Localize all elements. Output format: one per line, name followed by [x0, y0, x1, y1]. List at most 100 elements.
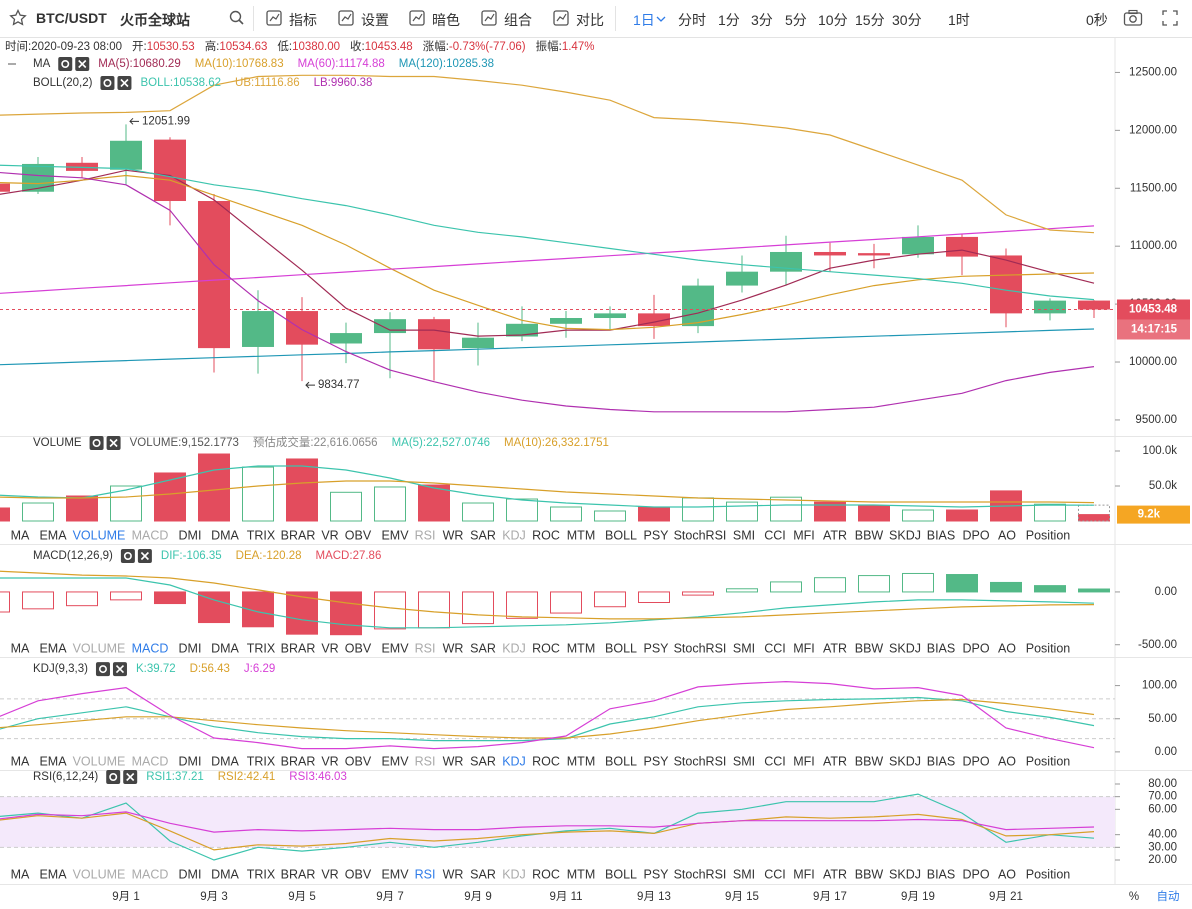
indicator-tab[interactable]: DPO: [962, 754, 989, 768]
indicator-tab[interactable]: SMI: [733, 641, 755, 655]
interval-button[interactable]: 3分: [751, 12, 773, 28]
indicator-tab[interactable]: DPO: [962, 528, 989, 542]
indicator-tab[interactable]: SKDJ: [889, 528, 921, 542]
indicator-tab[interactable]: ATR: [823, 867, 847, 881]
indicator-tab[interactable]: SAR: [470, 867, 496, 881]
indicator-tab[interactable]: Position: [1026, 867, 1071, 881]
indicator-tab[interactable]: PSY: [643, 641, 669, 655]
indicator-tab[interactable]: StochRSI: [674, 867, 727, 881]
indicator-tab[interactable]: VOLUME: [73, 867, 126, 881]
indicator-tab[interactable]: ROC: [532, 528, 560, 542]
interval-button[interactable]: 15分: [855, 12, 885, 28]
indicator-tab[interactable]: AO: [998, 528, 1016, 542]
indicator-tab[interactable]: MFI: [793, 754, 815, 768]
indicator-tab[interactable]: WR: [443, 867, 464, 881]
indicator-tab[interactable]: WR: [443, 641, 464, 655]
indicator-tab[interactable]: DPO: [962, 641, 989, 655]
indicator-tab[interactable]: CCI: [764, 867, 786, 881]
indicator-tab[interactable]: OBV: [345, 641, 372, 655]
indicator-tab[interactable]: AO: [998, 754, 1016, 768]
indicator-tab[interactable]: MFI: [793, 867, 815, 881]
indicator-tab[interactable]: MA: [11, 867, 30, 881]
indicator-tab[interactable]: DMA: [211, 867, 239, 881]
indicator-tab[interactable]: SAR: [470, 528, 496, 542]
indicator-tab[interactable]: VR: [321, 528, 338, 542]
indicator-tab[interactable]: SAR: [470, 641, 496, 655]
indicator-tab[interactable]: Position: [1026, 528, 1071, 542]
interval-button[interactable]: 5分: [785, 12, 807, 28]
indicator-tab[interactable]: MTM: [567, 754, 595, 768]
indicator-tab[interactable]: WR: [443, 754, 464, 768]
indicator-tab[interactable]: CCI: [764, 528, 786, 542]
indicator-tab[interactable]: OBV: [345, 867, 372, 881]
indicator-tab[interactable]: DMI: [179, 754, 202, 768]
indicator-tab[interactable]: KDJ: [502, 754, 526, 768]
auto-toggle[interactable]: 自动: [1157, 890, 1180, 903]
indicator-tab[interactable]: KDJ: [502, 528, 526, 542]
indicator-tab[interactable]: RSI: [415, 754, 436, 768]
indicator-tab[interactable]: OBV: [345, 754, 372, 768]
indicator-tab[interactable]: BIAS: [927, 528, 956, 542]
indicator-tab[interactable]: AO: [998, 641, 1016, 655]
indicator-tab[interactable]: SKDJ: [889, 754, 921, 768]
indicator-tab[interactable]: BRAR: [281, 528, 316, 542]
indicator-tab[interactable]: MA: [11, 528, 30, 542]
indicator-tab[interactable]: SKDJ: [889, 641, 921, 655]
indicator-tab[interactable]: ROC: [532, 754, 560, 768]
indicator-tab[interactable]: RSI: [415, 528, 436, 542]
toolbar-button[interactable]: 设置: [361, 12, 389, 28]
indicator-tab[interactable]: PSY: [643, 754, 669, 768]
indicator-tab[interactable]: VOLUME: [73, 528, 126, 542]
indicator-tab[interactable]: BBW: [855, 641, 884, 655]
legend-controls[interactable]: [106, 770, 138, 784]
indicator-tab[interactable]: TRIX: [247, 867, 276, 881]
indicator-tab[interactable]: RSI: [415, 641, 436, 655]
indicator-tab[interactable]: BIAS: [927, 867, 956, 881]
indicator-tab[interactable]: MTM: [567, 528, 595, 542]
indicator-tab[interactable]: SKDJ: [889, 867, 921, 881]
indicator-tab[interactable]: BIAS: [927, 754, 956, 768]
indicator-tab[interactable]: MACD: [132, 754, 169, 768]
indicator-tab[interactable]: ATR: [823, 754, 847, 768]
toolbar-button[interactable]: 指标: [289, 12, 317, 28]
legend-controls[interactable]: [95, 662, 127, 677]
indicator-tab[interactable]: ATR: [823, 641, 847, 655]
indicator-tab[interactable]: EMV: [381, 528, 409, 542]
interval-button[interactable]: 1日: [633, 12, 655, 28]
indicator-tab[interactable]: BOLL: [605, 867, 637, 881]
toolbar-button[interactable]: 暗色: [432, 12, 460, 28]
indicator-tab[interactable]: MTM: [567, 641, 595, 655]
indicator-tab[interactable]: BIAS: [927, 641, 956, 655]
indicator-tab[interactable]: DPO: [962, 867, 989, 881]
indicator-tab[interactable]: MACD: [132, 641, 169, 655]
indicator-tab[interactable]: CCI: [764, 754, 786, 768]
indicator-tab[interactable]: ROC: [532, 867, 560, 881]
indicator-tab[interactable]: EMA: [39, 754, 67, 768]
indicator-tab[interactable]: Position: [1026, 754, 1071, 768]
indicator-tab[interactable]: StochRSI: [674, 528, 727, 542]
indicator-tab[interactable]: AO: [998, 867, 1016, 881]
favorite-icon[interactable]: [9, 9, 27, 27]
indicator-tab[interactable]: CCI: [764, 641, 786, 655]
indicator-tab[interactable]: DMA: [211, 641, 239, 655]
interval-button[interactable]: 分时: [678, 12, 706, 28]
indicator-tab[interactable]: MTM: [567, 867, 595, 881]
indicator-tab[interactable]: TRIX: [247, 528, 276, 542]
indicator-tab[interactable]: SAR: [470, 754, 496, 768]
screenshot-icon[interactable]: [1123, 9, 1143, 27]
indicator-tab[interactable]: VOLUME: [73, 641, 126, 655]
indicator-tab[interactable]: VR: [321, 867, 338, 881]
interval-button[interactable]: 1时: [948, 12, 970, 28]
indicator-tab[interactable]: EMA: [39, 641, 67, 655]
indicator-tab[interactable]: EMA: [39, 528, 67, 542]
indicator-tab[interactable]: BBW: [855, 754, 884, 768]
indicator-tab[interactable]: StochRSI: [674, 754, 727, 768]
indicator-tab[interactable]: DMA: [211, 754, 239, 768]
indicator-tab[interactable]: ROC: [532, 641, 560, 655]
interval-button[interactable]: 1分: [718, 12, 740, 28]
indicator-tab[interactable]: SMI: [733, 754, 755, 768]
indicator-tab[interactable]: BRAR: [281, 867, 316, 881]
indicator-tab[interactable]: WR: [443, 528, 464, 542]
indicator-tab[interactable]: TRIX: [247, 754, 276, 768]
indicator-tab[interactable]: DMI: [179, 867, 202, 881]
